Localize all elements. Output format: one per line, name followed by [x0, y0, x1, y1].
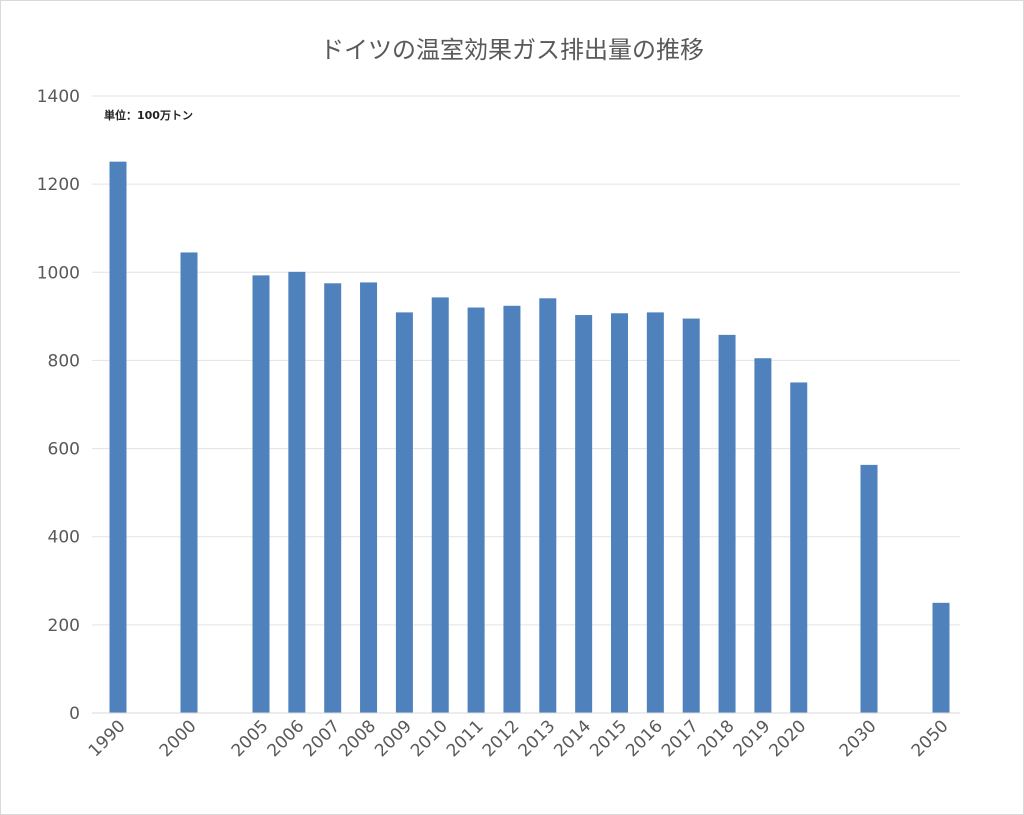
bar-2009 [395, 312, 413, 713]
bar-2008 [360, 282, 378, 713]
x-tick-label-2007: 2007 [300, 716, 345, 761]
bar-2013 [539, 298, 557, 713]
bar-2012 [503, 305, 521, 713]
x-tick-label-2020: 2020 [766, 716, 811, 761]
x-tick-label-2030: 2030 [836, 716, 881, 761]
y-tick-label: 400 [48, 528, 80, 548]
x-tick-label-2014: 2014 [550, 716, 595, 761]
y-tick-label: 200 [48, 616, 80, 636]
bar-2050 [932, 602, 950, 713]
bar-2014 [575, 315, 593, 713]
bar-2017 [682, 318, 700, 713]
x-tick-label-2016: 2016 [622, 716, 667, 761]
bar-2018 [718, 334, 736, 713]
chart-title: ドイツの温室効果ガス排出量の推移 [320, 36, 704, 64]
bar-2006 [288, 271, 306, 713]
bar-2015 [611, 313, 628, 713]
bar-2019 [754, 358, 772, 713]
x-tick-label-1990: 1990 [85, 716, 130, 761]
x-tick-label-2000: 2000 [156, 716, 201, 761]
y-tick-label: 1400 [37, 87, 80, 107]
y-tick-label: 800 [48, 351, 80, 371]
bar-1990 [109, 161, 127, 713]
x-tick-label-2013: 2013 [515, 716, 560, 761]
bar-2005 [252, 275, 270, 713]
bar-2020 [790, 382, 808, 713]
y-tick-label: 600 [48, 440, 80, 460]
bar-2000 [180, 252, 198, 714]
bar-2030 [860, 464, 878, 713]
bar-2016 [646, 312, 664, 713]
x-axis-ticks: 1990 2000 20052006200720082009201020112012… [85, 716, 953, 761]
x-tick-label-2009: 2009 [371, 716, 416, 761]
y-tick-label: 0 [69, 704, 80, 724]
x-tick-label-2005: 2005 [228, 716, 273, 761]
y-tick-label: 1200 [37, 175, 80, 195]
x-tick-label-2015: 2015 [586, 716, 631, 761]
y-tick-label: 1000 [37, 263, 80, 283]
unit-label: 単位：100万トン [104, 109, 193, 122]
x-tick-label-2011: 2011 [443, 716, 488, 761]
x-tick-label-2019: 2019 [730, 716, 775, 761]
bar-2011 [467, 307, 485, 713]
bars [109, 161, 950, 714]
bar-2010 [431, 297, 449, 713]
x-tick-label-2017: 2017 [658, 716, 703, 761]
x-tick-label-2008: 2008 [335, 716, 380, 761]
x-tick-label-2010: 2010 [407, 716, 452, 761]
gridlines [92, 95, 960, 626]
x-tick-label-2006: 2006 [264, 716, 309, 761]
x-tick-label-2012: 2012 [479, 716, 524, 761]
bar-2007 [324, 283, 342, 713]
x-tick-label-2050: 2050 [908, 716, 953, 761]
x-tick-label-2018: 2018 [694, 716, 739, 761]
y-axis-ticks: 0 200 400 600 800 1000 1200 1400 [37, 87, 80, 724]
